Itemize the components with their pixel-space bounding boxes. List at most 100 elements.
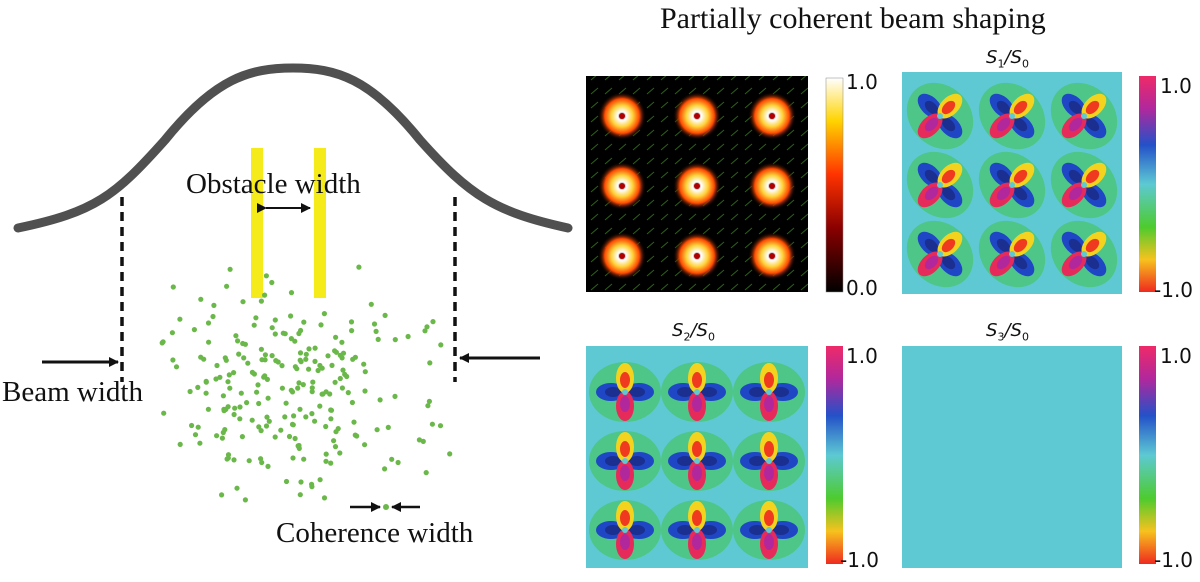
particle — [210, 313, 216, 320]
particle — [225, 452, 232, 458]
particle — [290, 455, 296, 461]
particle — [362, 442, 368, 448]
particle — [177, 316, 183, 322]
particle — [425, 403, 431, 409]
figure-title: Partially coherent beam shaping — [660, 2, 1046, 35]
particle — [249, 417, 255, 423]
particle — [255, 382, 261, 388]
particle — [223, 357, 229, 363]
ring-center — [769, 253, 775, 259]
coherence-width-label: Coherence width — [276, 517, 474, 549]
particle — [288, 313, 294, 319]
ring-center — [694, 253, 700, 259]
particle — [240, 299, 246, 305]
stokes-lobe-cluster — [978, 220, 1046, 288]
particle — [303, 351, 309, 357]
particle — [426, 398, 432, 404]
beam-width-label: Beam width — [2, 376, 143, 408]
particle — [249, 369, 255, 375]
particle — [309, 484, 315, 490]
particle — [289, 389, 296, 395]
particle — [327, 391, 333, 397]
particle — [258, 428, 264, 434]
particle — [195, 384, 201, 390]
particle — [272, 331, 278, 337]
s1-colorbar-min: -1.0 — [1154, 278, 1194, 302]
particle — [323, 451, 329, 457]
particle — [237, 404, 243, 410]
particle — [198, 354, 204, 360]
s3-map — [902, 346, 1122, 568]
particle — [392, 337, 398, 343]
particle — [348, 319, 355, 325]
particle — [239, 434, 245, 440]
particle — [232, 405, 238, 411]
particle — [329, 362, 335, 368]
particle — [219, 435, 225, 441]
obstacle-bar-right — [314, 148, 326, 298]
particle — [225, 404, 231, 410]
particle — [312, 358, 318, 364]
particle — [309, 411, 315, 417]
particle — [310, 379, 316, 385]
particle — [339, 385, 345, 391]
s1-lobes — [906, 82, 1118, 288]
s3-colorbar-min: -1.0 — [1154, 548, 1194, 572]
particle — [211, 302, 217, 308]
particle — [351, 419, 357, 425]
particle — [303, 356, 309, 362]
stokes-lobe-cluster — [589, 431, 661, 491]
particle — [240, 340, 246, 347]
particle — [234, 485, 240, 491]
stokes-lobe-cluster — [1050, 151, 1118, 219]
particle — [242, 497, 248, 503]
stokes-lobe-cluster — [733, 500, 805, 560]
particle — [375, 336, 381, 342]
particle — [319, 365, 325, 371]
ring-center — [619, 253, 625, 259]
particle — [340, 350, 347, 356]
particle — [263, 273, 269, 279]
particle — [227, 266, 233, 272]
stokes-lobe-cluster — [733, 362, 805, 422]
particle — [253, 315, 259, 321]
particle — [244, 400, 250, 406]
particle — [298, 479, 304, 485]
particle — [278, 427, 284, 433]
particle — [295, 385, 301, 391]
particle — [331, 438, 337, 444]
particle — [265, 395, 271, 401]
particle — [354, 433, 360, 439]
particle — [213, 376, 219, 382]
stokes-lobe-cluster — [661, 362, 733, 422]
particle — [262, 373, 268, 379]
particle — [225, 379, 231, 385]
particle — [328, 416, 334, 422]
particle — [340, 367, 346, 373]
stokes-lobe-cluster — [661, 500, 733, 560]
s1-colorbar — [1139, 76, 1156, 292]
particle — [224, 283, 230, 289]
particle — [263, 423, 270, 429]
particle — [288, 290, 295, 296]
particle — [377, 397, 383, 403]
particle — [266, 418, 272, 424]
particle — [349, 328, 355, 334]
particle — [227, 385, 233, 391]
particle — [337, 375, 343, 382]
s2-colorbar-max: 1.0 — [846, 344, 878, 368]
particle — [262, 292, 268, 298]
s3-panel-title: S3/S0 — [986, 320, 1029, 344]
particle — [264, 376, 270, 382]
particle — [241, 355, 247, 361]
particle — [192, 432, 199, 438]
particle — [323, 458, 329, 464]
particle — [219, 492, 225, 498]
intensity-colorbar-min: 0.0 — [846, 276, 878, 300]
particle — [300, 382, 306, 388]
particle — [296, 380, 302, 386]
particle — [321, 495, 328, 501]
s2-lobes — [589, 362, 805, 560]
particle — [220, 429, 226, 436]
particle — [203, 390, 209, 396]
